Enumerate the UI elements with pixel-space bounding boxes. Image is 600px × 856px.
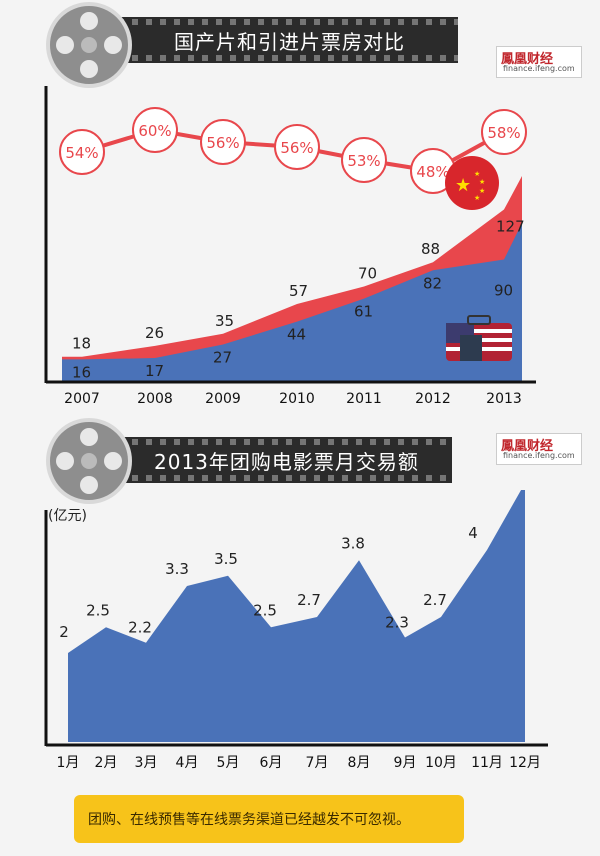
film-reel-icon — [46, 2, 132, 88]
svg-text:★: ★ — [479, 187, 485, 195]
film-reel-icon — [46, 418, 132, 504]
x-tick-label: 2010 — [279, 391, 315, 407]
imported-value-label: 82 — [423, 274, 442, 292]
imported-value-label: 16 — [72, 363, 91, 381]
month-value-label: 2.3 — [385, 614, 409, 632]
total-value-label: 127 — [496, 218, 525, 236]
total-value-label: 70 — [358, 265, 377, 283]
x-tick-label: 2008 — [137, 391, 173, 407]
total-value-label: 57 — [289, 282, 308, 300]
share-marker — [274, 124, 320, 170]
svg-text:★: ★ — [455, 175, 471, 196]
share-marker — [59, 129, 105, 175]
month-value-label: 2.7 — [423, 591, 447, 609]
x-tick-label: 11月 — [471, 755, 503, 771]
month-value-label: 2.5 — [86, 601, 110, 619]
ifeng-logo: 鳳凰财经 finance.ifeng.com — [496, 46, 582, 78]
month-value-label: 2.2 — [128, 619, 152, 637]
chart2-title-banner: 2013年团购电影票月交易额 — [118, 437, 452, 483]
share-value-label: 56% — [206, 134, 239, 152]
month-value-label: 3.8 — [341, 534, 365, 552]
chart1-plot: 54% 60% 56% 56% 53% 48% 58% 18 16 26 17 35 27 57 44 70… — [44, 86, 536, 407]
logo-brand: 鳳凰财经 — [501, 52, 554, 67]
chart2-plot: (亿元) 22.52.23.33.52.52.73.82.32.745.3 1月… — [44, 490, 548, 771]
month-value-label: 2.5 — [253, 601, 277, 619]
china-flag-icon: ★ ★ ★ ★ ★ — [445, 156, 499, 210]
x-tick-label: 1月 — [57, 755, 80, 771]
share-marker — [132, 107, 178, 153]
month-value-label: 3.3 — [165, 560, 189, 578]
x-tick-label: 9月 — [394, 755, 417, 771]
share-marker — [200, 119, 246, 165]
svg-text:★: ★ — [474, 194, 480, 202]
chart2-title: 2013年团购电影票月交易额 — [154, 450, 419, 474]
note-text: 团购、在线预售等在线票务渠道已经越发不可忽视。 — [88, 812, 410, 828]
share-marker — [341, 137, 387, 183]
x-tick-label: 8月 — [348, 755, 371, 771]
logo-brand: 鳳凰财经 — [501, 439, 554, 454]
share-value-label: 58% — [487, 124, 520, 142]
svg-text:★: ★ — [474, 170, 480, 178]
imported-value-label: 90 — [494, 282, 513, 300]
x-tick-label: 2月 — [95, 755, 118, 771]
x-tick-label: 6月 — [260, 755, 283, 771]
x-tick-label: 2011 — [346, 391, 382, 407]
logo-url: finance.ifeng.com — [503, 451, 575, 460]
note-callout: 团购、在线预售等在线票务渠道已经越发不可忽视。 — [74, 795, 464, 843]
chart1-title-banner: 国产片和引进片票房对比 — [118, 17, 458, 63]
share-value-label: 56% — [280, 139, 313, 157]
us-flag-suitcase-icon — [446, 315, 512, 361]
imported-value-label: 44 — [287, 326, 306, 344]
month-value-label: 3.5 — [214, 550, 238, 568]
total-value-label: 26 — [145, 324, 164, 342]
x-tick-label: 2009 — [205, 391, 241, 407]
month-value-label: 2.7 — [297, 591, 321, 609]
total-value-label: 88 — [421, 240, 440, 258]
total-value-label: 35 — [215, 312, 234, 330]
ifeng-logo: 鳳凰财经 finance.ifeng.com — [496, 433, 582, 465]
share-value-label: 60% — [138, 122, 171, 140]
month-value-label: 2 — [59, 623, 69, 641]
x-tick-label: 3月 — [135, 755, 158, 771]
share-marker — [481, 109, 527, 155]
total-value-label: 18 — [72, 335, 91, 353]
y-axis-unit-label: (亿元) — [48, 508, 87, 524]
imported-value-label: 27 — [213, 349, 232, 367]
imported-value-label: 61 — [354, 303, 373, 321]
x-tick-label: 7月 — [306, 755, 329, 771]
x-tick-label: 4月 — [176, 755, 199, 771]
logo-url: finance.ifeng.com — [503, 64, 575, 73]
share-value-label: 48% — [416, 163, 449, 181]
share-value-label: 53% — [347, 152, 380, 170]
share-value-label: 54% — [65, 144, 98, 162]
x-tick-label: 5月 — [217, 755, 240, 771]
x-tick-label: 10月 — [425, 755, 457, 771]
x-tick-label: 2013 — [486, 391, 522, 407]
month-value-label: 4 — [468, 524, 478, 542]
x-tick-label: 2012 — [415, 391, 451, 407]
chart1-title: 国产片和引进片票房对比 — [174, 30, 405, 54]
imported-value-label: 17 — [145, 362, 164, 380]
x-tick-label: 2007 — [64, 391, 100, 407]
x-tick-label: 12月 — [509, 755, 541, 771]
monthly-transaction-area — [68, 490, 525, 742]
imported-box-office-area — [62, 223, 522, 381]
svg-text:★: ★ — [479, 178, 485, 186]
